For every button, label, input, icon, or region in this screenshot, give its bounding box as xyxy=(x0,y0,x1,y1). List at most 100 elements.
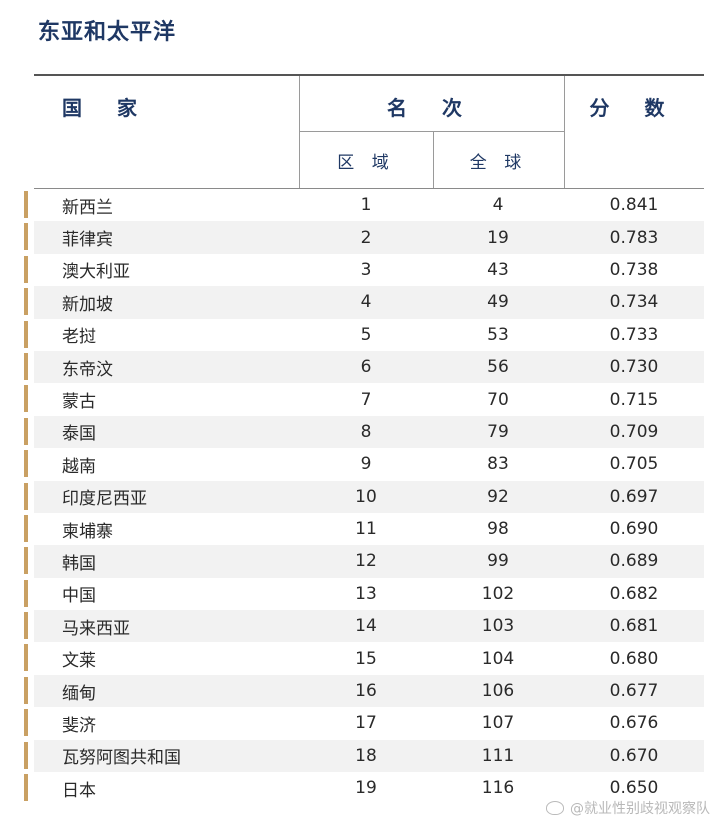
table-row: 新加坡 4 49 0.734 xyxy=(24,286,704,319)
score-cell: 0.841 xyxy=(609,195,659,216)
global-rank-cell: 103 xyxy=(481,616,515,637)
global-rank-cell: 99 xyxy=(487,551,509,572)
country-cell: 东帝汶 xyxy=(62,359,113,380)
table-row: 澳大利亚 3 43 0.738 xyxy=(24,254,704,286)
table-row: 缅甸 16 106 0.677 xyxy=(24,674,704,708)
region-rank-cell: 19 xyxy=(355,778,377,799)
global-rank-cell: 70 xyxy=(487,389,509,410)
country-cell: 瓦努阿图共和国 xyxy=(62,748,181,769)
row-marker xyxy=(24,741,28,769)
region-rank-cell: 4 xyxy=(360,292,372,313)
row-marker xyxy=(24,191,28,218)
score-cell: 0.730 xyxy=(609,357,659,378)
header-region: 区 域 xyxy=(337,153,395,173)
global-rank-cell: 111 xyxy=(481,745,515,766)
region-rank-cell: 16 xyxy=(355,681,377,702)
row-marker xyxy=(24,709,28,737)
table-body: 新西兰 1 4 0.841 菲律宾 2 19 0.783 澳大利亚 3 43 0.738 新加坡 4 49 0… xyxy=(24,189,704,804)
global-rank-cell: 19 xyxy=(487,227,509,248)
row-marker xyxy=(24,612,28,640)
region-rank-cell: 18 xyxy=(355,745,377,766)
table-row: 文莱 15 104 0.680 xyxy=(24,642,704,674)
row-marker xyxy=(24,676,28,704)
score-cell: 0.697 xyxy=(609,486,659,507)
score-cell: 0.670 xyxy=(609,745,659,766)
row-marker xyxy=(24,547,28,575)
row-marker xyxy=(24,223,28,251)
region-rank-cell: 10 xyxy=(355,486,377,507)
global-rank-cell: 92 xyxy=(487,486,509,507)
score-cell: 0.733 xyxy=(609,324,659,345)
row-marker xyxy=(24,450,28,478)
table-row: 越南 9 83 0.705 xyxy=(24,448,704,480)
table-row: 东帝汶 6 56 0.730 xyxy=(24,350,704,384)
header-divider xyxy=(299,131,564,132)
row-marker xyxy=(24,579,28,607)
region-rank-cell: 15 xyxy=(355,648,377,669)
row-marker xyxy=(24,352,28,380)
table-row: 老挝 5 53 0.733 xyxy=(24,319,704,351)
table-row: 新西兰 1 4 0.841 xyxy=(24,189,704,221)
score-cell: 0.738 xyxy=(609,259,659,280)
country-cell: 菲律宾 xyxy=(62,230,113,251)
score-cell: 0.650 xyxy=(609,778,659,799)
score-cell: 0.783 xyxy=(609,227,659,248)
country-cell: 缅甸 xyxy=(62,683,96,704)
region-rank-cell: 17 xyxy=(355,713,377,734)
region-rank-cell: 6 xyxy=(360,357,372,378)
score-cell: 0.682 xyxy=(609,583,659,604)
header-score: 分 数 xyxy=(589,96,679,120)
header-divider xyxy=(433,132,434,188)
region-rank-cell: 1 xyxy=(360,195,372,216)
row-marker xyxy=(24,288,28,316)
country-cell: 越南 xyxy=(62,456,96,477)
region-rank-cell: 11 xyxy=(355,519,377,540)
score-cell: 0.709 xyxy=(609,421,659,442)
row-marker xyxy=(24,255,28,283)
table-row: 蒙古 7 70 0.715 xyxy=(24,383,704,415)
country-cell: 泰国 xyxy=(62,424,96,445)
score-cell: 0.734 xyxy=(609,292,659,313)
ranking-table: 国 家 名 次 分 数 区 域 全 球 新西兰 1 4 0.841 菲律宾 2 19 0.78… xyxy=(24,74,704,804)
header-divider xyxy=(299,76,300,188)
watermark-text: @就业性别歧视观察队 xyxy=(570,801,710,817)
table-row: 韩国 12 99 0.689 xyxy=(24,545,704,578)
watermark: @就业性别歧视观察队 xyxy=(546,798,710,818)
global-rank-cell: 83 xyxy=(487,454,509,475)
header-country: 国 家 xyxy=(62,96,151,120)
header-global: 全 球 xyxy=(469,153,528,173)
table-row: 菲律宾 2 19 0.783 xyxy=(24,221,704,254)
weibo-icon xyxy=(546,801,564,815)
table-row: 印度尼西亚 10 92 0.697 xyxy=(24,480,704,513)
row-marker xyxy=(24,514,28,542)
global-rank-cell: 4 xyxy=(492,195,504,216)
row-marker xyxy=(24,774,28,802)
global-rank-cell: 106 xyxy=(481,681,515,702)
country-cell: 文莱 xyxy=(62,651,96,672)
country-cell: 斐济 xyxy=(62,715,96,736)
country-cell: 新西兰 xyxy=(62,197,113,218)
table-row: 瓦努阿图共和国 18 111 0.670 xyxy=(24,739,704,773)
score-cell: 0.676 xyxy=(609,713,659,734)
global-rank-cell: 43 xyxy=(487,259,509,280)
region-rank-cell: 14 xyxy=(355,616,377,637)
country-cell: 马来西亚 xyxy=(62,618,130,639)
global-rank-cell: 53 xyxy=(487,324,509,345)
region-rank-cell: 5 xyxy=(360,324,372,345)
score-cell: 0.715 xyxy=(609,389,659,410)
country-cell: 新加坡 xyxy=(62,294,113,315)
global-rank-cell: 79 xyxy=(487,421,509,442)
table-row: 日本 19 116 0.650 xyxy=(24,772,704,804)
table-row: 泰国 8 79 0.709 xyxy=(24,415,704,449)
region-rank-cell: 2 xyxy=(360,227,372,248)
global-rank-cell: 56 xyxy=(487,357,509,378)
row-marker xyxy=(24,482,28,510)
global-rank-cell: 98 xyxy=(487,519,509,540)
row-marker xyxy=(24,385,28,413)
region-rank-cell: 13 xyxy=(355,583,377,604)
region-rank-cell: 7 xyxy=(360,389,372,410)
score-cell: 0.705 xyxy=(609,454,659,475)
country-cell: 蒙古 xyxy=(62,392,96,413)
region-rank-cell: 9 xyxy=(360,454,372,475)
row-marker xyxy=(24,644,28,672)
